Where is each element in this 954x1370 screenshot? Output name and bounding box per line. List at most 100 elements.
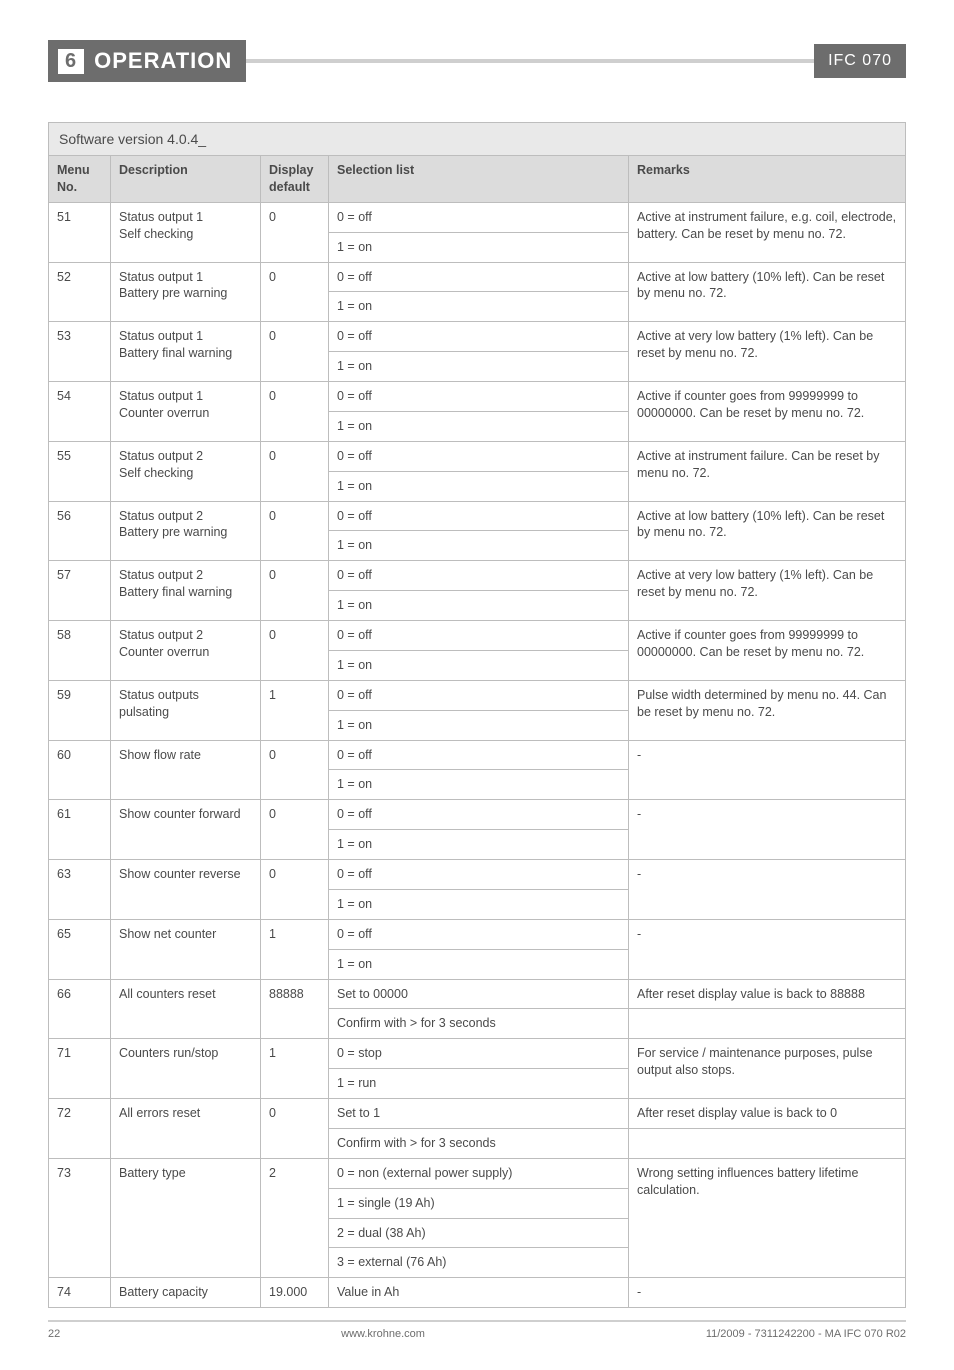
cell-disp: 0 bbox=[261, 501, 329, 561]
cell-rem: - bbox=[629, 800, 906, 860]
cell-sel: 0 = off bbox=[329, 262, 629, 292]
cell-desc: Status output 1Battery pre warning bbox=[111, 262, 261, 322]
cell-desc: Status output 2Battery final warning bbox=[111, 561, 261, 621]
cell-sel: 1 = on bbox=[329, 770, 629, 800]
cell-rem: Active at very low battery (1% left). Ca… bbox=[629, 322, 906, 382]
cell-menu: 52 bbox=[49, 262, 111, 322]
section-header: 6 OPERATION bbox=[48, 40, 246, 82]
cell-sel: 0 = off bbox=[329, 202, 629, 232]
cell-menu: 63 bbox=[49, 860, 111, 920]
cell-rem: Active at instrument failure, e.g. coil,… bbox=[629, 202, 906, 262]
cell-disp: 0 bbox=[261, 441, 329, 501]
cell-disp: 0 bbox=[261, 621, 329, 681]
col-disp: Display default bbox=[261, 156, 329, 203]
cell-rem: Active if counter goes from 99999999 to … bbox=[629, 621, 906, 681]
cell-sel: 0 = off bbox=[329, 621, 629, 651]
cell-sel: 0 = non (external power supply) bbox=[329, 1158, 629, 1188]
cell-sel: 1 = on bbox=[329, 830, 629, 860]
cell-sel: 0 = off bbox=[329, 501, 629, 531]
doc-code: IFC 070 bbox=[814, 44, 906, 78]
cell-menu: 73 bbox=[49, 1158, 111, 1278]
cell-menu: 60 bbox=[49, 740, 111, 800]
cell-sel: 2 = dual (38 Ah) bbox=[329, 1218, 629, 1248]
cell-disp: 0 bbox=[261, 322, 329, 382]
cell-desc: All counters reset bbox=[111, 979, 261, 1039]
cell-rem: After reset display value is back to 888… bbox=[629, 979, 906, 1009]
cell-desc: Counters run/stop bbox=[111, 1039, 261, 1099]
cell-disp: 0 bbox=[261, 860, 329, 920]
cell-menu: 51 bbox=[49, 202, 111, 262]
table-title: Software version 4.0.4_ bbox=[48, 122, 906, 155]
cell-disp: 0 bbox=[261, 1099, 329, 1159]
cell-desc: Status output 2Battery pre warning bbox=[111, 501, 261, 561]
cell-disp: 0 bbox=[261, 561, 329, 621]
cell-sel: 1 = on bbox=[329, 889, 629, 919]
cell-menu: 53 bbox=[49, 322, 111, 382]
cell-rem: After reset display value is back to 0 bbox=[629, 1099, 906, 1129]
cell-desc: Battery capacity bbox=[111, 1278, 261, 1308]
cell-desc: Status output 1Self checking bbox=[111, 202, 261, 262]
cell-sel: 3 = external (76 Ah) bbox=[329, 1248, 629, 1278]
cell-rem: - bbox=[629, 740, 906, 800]
cell-desc: Status output 2Self checking bbox=[111, 441, 261, 501]
cell-desc: Battery type bbox=[111, 1158, 261, 1278]
cell-menu: 65 bbox=[49, 919, 111, 979]
cell-sel: 1 = on bbox=[329, 292, 629, 322]
cell-rem: Active at very low battery (1% left). Ca… bbox=[629, 561, 906, 621]
col-desc: Description bbox=[111, 156, 261, 203]
cell-sel: 0 = off bbox=[329, 382, 629, 412]
cell-rem: Active if counter goes from 99999999 to … bbox=[629, 382, 906, 442]
cell-menu: 72 bbox=[49, 1099, 111, 1159]
cell-rem: Active at instrument failure. Can be res… bbox=[629, 441, 906, 501]
cell-sel: 0 = off bbox=[329, 740, 629, 770]
cell-menu: 56 bbox=[49, 501, 111, 561]
footer-page: 22 bbox=[48, 1328, 60, 1340]
cell-menu: 55 bbox=[49, 441, 111, 501]
cell-disp: 0 bbox=[261, 262, 329, 322]
section-title: OPERATION bbox=[94, 48, 232, 74]
cell-desc: Show flow rate bbox=[111, 740, 261, 800]
cell-menu: 58 bbox=[49, 621, 111, 681]
cell-desc: Status outputs pulsating bbox=[111, 680, 261, 740]
header-divider bbox=[246, 59, 814, 63]
cell-menu: 74 bbox=[49, 1278, 111, 1308]
col-rem: Remarks bbox=[629, 156, 906, 203]
cell-menu: 66 bbox=[49, 979, 111, 1039]
cell-sel: 1 = on bbox=[329, 949, 629, 979]
cell-menu: 57 bbox=[49, 561, 111, 621]
cell-rem: Pulse width determined by menu no. 44. C… bbox=[629, 680, 906, 740]
cell-desc: Show counter reverse bbox=[111, 860, 261, 920]
cell-menu: 61 bbox=[49, 800, 111, 860]
cell-rem: Active at low battery (10% left). Can be… bbox=[629, 262, 906, 322]
cell-menu: 59 bbox=[49, 680, 111, 740]
cell-rem: - bbox=[629, 860, 906, 920]
cell-sel: 1 = run bbox=[329, 1069, 629, 1099]
cell-sel: 0 = off bbox=[329, 860, 629, 890]
cell-sel: 1 = on bbox=[329, 232, 629, 262]
cell-sel: 0 = off bbox=[329, 441, 629, 471]
cell-disp: 19.000 bbox=[261, 1278, 329, 1308]
cell-desc: Show net counter bbox=[111, 919, 261, 979]
cell-sel: 0 = off bbox=[329, 680, 629, 710]
cell-sel: 1 = on bbox=[329, 352, 629, 382]
cell-sel: 1 = single (19 Ah) bbox=[329, 1188, 629, 1218]
cell-sel: 1 = on bbox=[329, 411, 629, 441]
cell-rem: - bbox=[629, 1278, 906, 1308]
cell-sel: Confirm with > for 3 seconds bbox=[329, 1128, 629, 1158]
cell-sel: 1 = on bbox=[329, 471, 629, 501]
cell-disp: 0 bbox=[261, 740, 329, 800]
cell-disp: 0 bbox=[261, 382, 329, 442]
cell-desc: All errors reset bbox=[111, 1099, 261, 1159]
cell-disp: 0 bbox=[261, 202, 329, 262]
cell-disp: 1 bbox=[261, 919, 329, 979]
section-number: 6 bbox=[58, 49, 84, 74]
cell-disp: 1 bbox=[261, 1039, 329, 1099]
cell-sel: Set to 1 bbox=[329, 1099, 629, 1129]
footer-site: www.krohne.com bbox=[341, 1328, 425, 1340]
cell-sel: 1 = on bbox=[329, 531, 629, 561]
col-menu: Menu No. bbox=[49, 156, 111, 203]
cell-sel: 0 = off bbox=[329, 561, 629, 591]
cell-sel: 0 = off bbox=[329, 322, 629, 352]
cell-rem: - bbox=[629, 919, 906, 979]
cell-rem: Wrong setting influences battery lifetim… bbox=[629, 1158, 906, 1278]
